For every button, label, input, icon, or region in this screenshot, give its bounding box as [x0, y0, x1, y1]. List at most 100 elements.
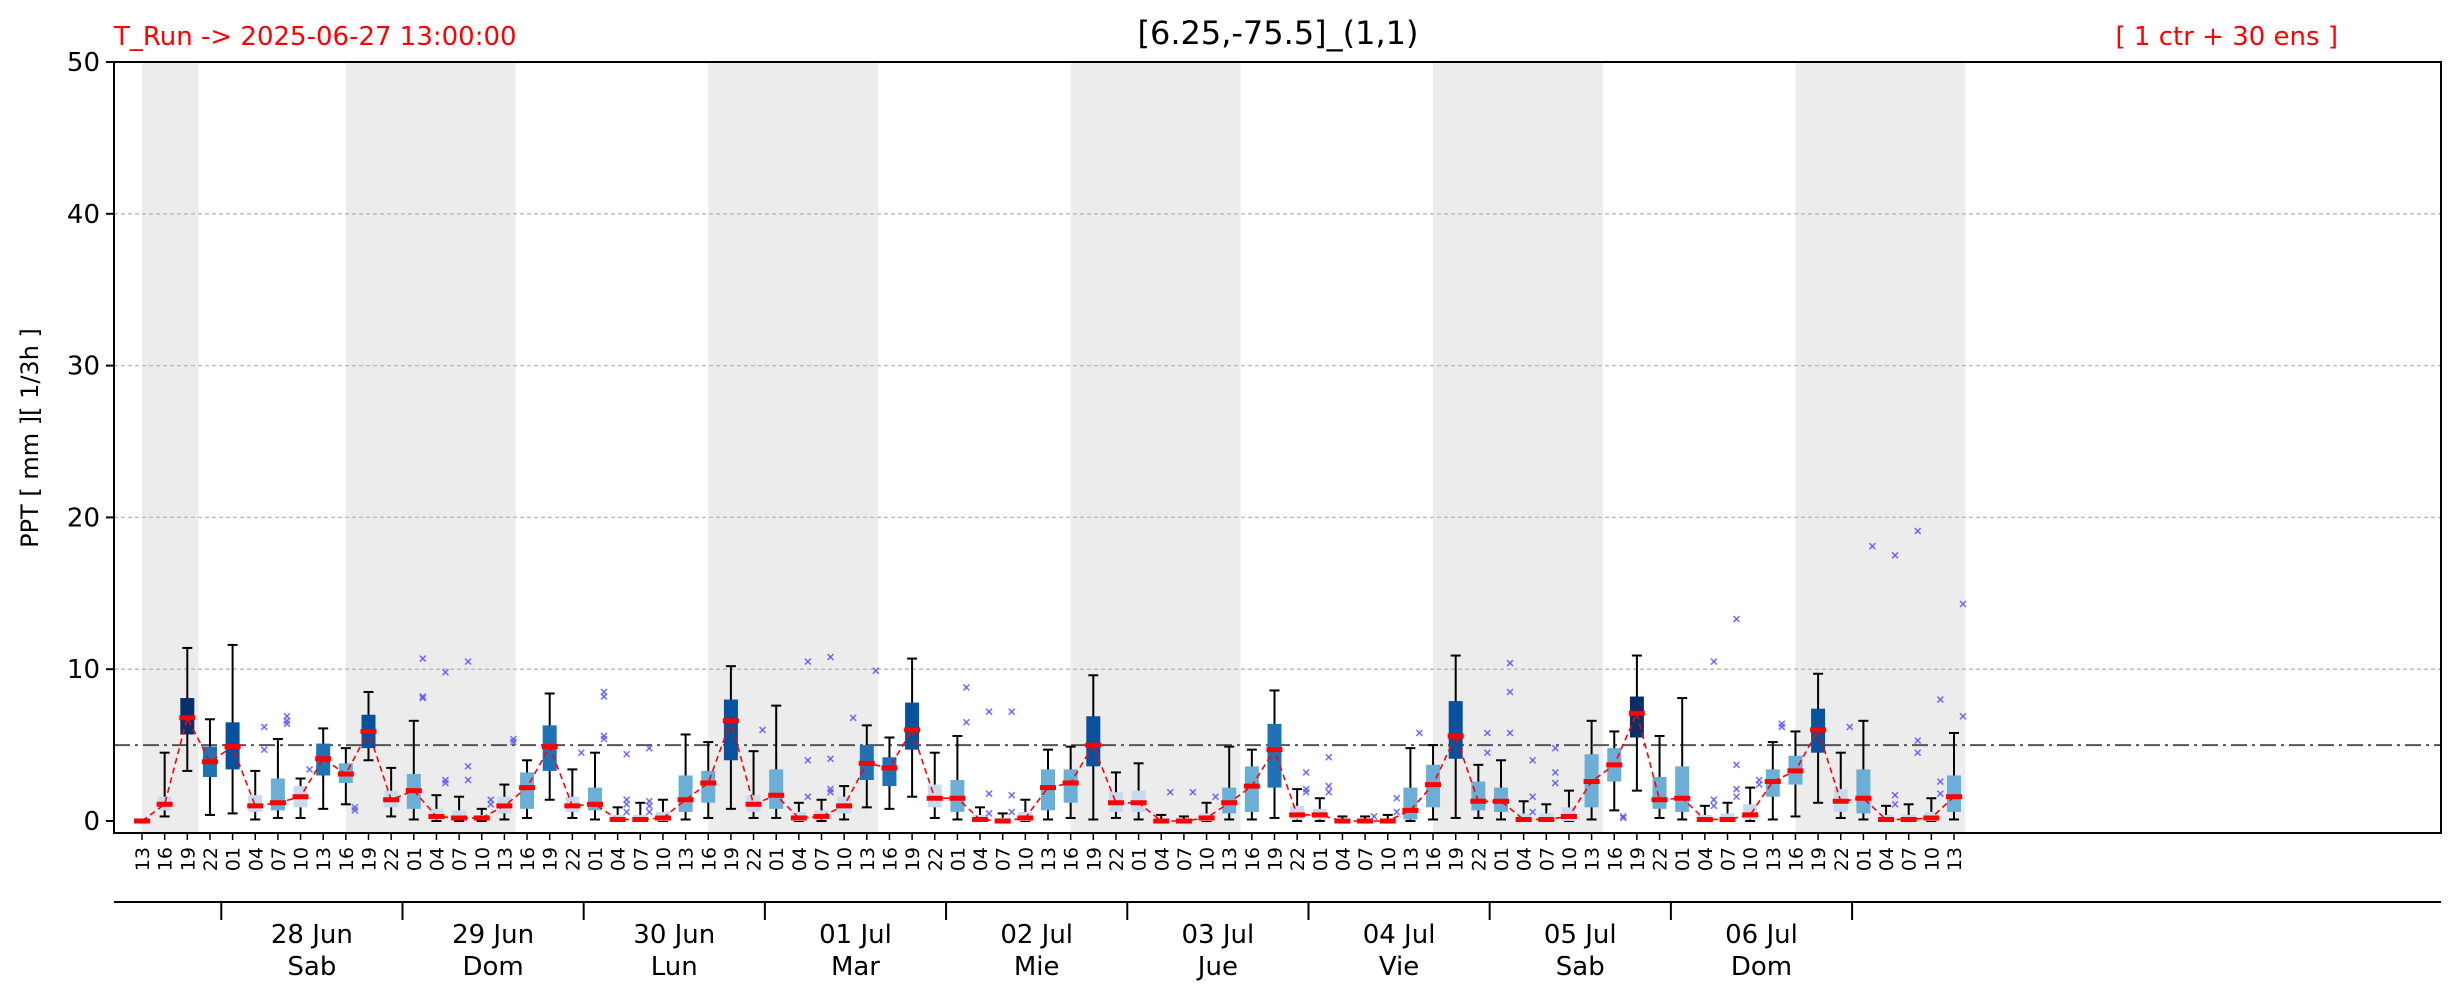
outlier-stroke	[1483, 749, 1491, 757]
outlier-point	[1483, 749, 1491, 757]
outlier-stroke	[1710, 796, 1718, 804]
outlier-stroke	[826, 755, 835, 763]
x-hour-label: 22	[1106, 847, 1128, 871]
outlier-stroke	[509, 738, 517, 746]
outlier-stroke	[1189, 788, 1197, 796]
box-body	[1244, 766, 1259, 812]
median-series-line	[141, 710, 1955, 822]
outlier-stroke	[1370, 812, 1378, 821]
box-body	[452, 810, 467, 820]
run-label: T_Run -> 2025-06-27 13:00:00	[113, 22, 517, 52]
box-24	[677, 733, 694, 821]
x-hour-label: 19	[1083, 847, 1105, 871]
outlier-stroke	[1415, 729, 1423, 737]
x-hour-label: 10	[834, 847, 856, 871]
outlier-point	[758, 726, 767, 734]
x-hour-label: 07	[1174, 847, 1196, 871]
outlier-point	[283, 720, 291, 728]
outlier-stroke	[487, 800, 495, 808]
y-tick-label: 10	[67, 655, 100, 685]
box-body	[678, 775, 693, 812]
outlier-stroke	[1302, 768, 1310, 776]
y-tick-label: 40	[67, 200, 100, 230]
box-body	[882, 757, 897, 787]
outlier-stroke	[1506, 659, 1514, 667]
outlier-point	[1166, 788, 1174, 796]
x-hour-label: 13	[1582, 847, 1604, 871]
outlier-point	[509, 738, 517, 746]
outlier-stroke	[441, 668, 450, 676]
outlier-stroke	[1325, 782, 1333, 790]
outlier-point	[1732, 793, 1741, 801]
day-weekday-label: Dom	[1731, 952, 1792, 982]
x-hour-label: 19	[359, 847, 381, 871]
outlier-point	[1846, 723, 1854, 731]
outlier-point	[464, 762, 472, 770]
x-hour-label: 13	[1038, 847, 1060, 871]
x-hour-label: 01	[585, 847, 607, 871]
outlier-stroke	[1302, 788, 1310, 796]
box-body	[1947, 775, 1961, 812]
outlier-stroke	[441, 779, 450, 787]
x-hour-label: 16	[1061, 847, 1083, 871]
outlier-point	[1529, 808, 1537, 816]
box-34	[904, 657, 921, 798]
outlier-point	[260, 746, 268, 754]
y-tick-label: 50	[67, 48, 100, 78]
night-band	[345, 62, 516, 833]
outlier-point	[1732, 785, 1741, 793]
plot-frame	[113, 61, 2442, 834]
x-hour-label: 22	[381, 847, 403, 871]
box-80	[1946, 731, 1962, 821]
outlier-stroke	[1710, 658, 1718, 666]
outlier-point	[1936, 777, 1944, 786]
x-hour-label: 22	[1650, 847, 1672, 871]
outlier-point	[872, 667, 880, 675]
outlier-stroke	[645, 808, 653, 816]
x-hour-label: 01	[1672, 847, 1694, 871]
outlier-point	[1891, 551, 1899, 559]
x-hour-label: 13	[1400, 847, 1422, 871]
x-hour-label: 13	[313, 847, 335, 871]
outlier-stroke	[1551, 744, 1559, 752]
outlier-stroke	[1914, 749, 1922, 757]
outlier-point	[1529, 756, 1537, 764]
outliers-layer	[260, 527, 1967, 822]
outlier-stroke	[1551, 779, 1559, 787]
x-hour-label: 01	[404, 847, 426, 871]
x-hour-label: 16	[1423, 847, 1445, 871]
day-weekday-label: Mar	[831, 952, 880, 982]
outlier-point	[1732, 615, 1741, 623]
outlier-stroke	[1008, 808, 1016, 816]
box-body	[1471, 781, 1486, 811]
outlier-stroke	[1914, 736, 1922, 745]
outlier-stroke	[1008, 791, 1016, 799]
outlier-stroke	[600, 735, 608, 743]
outlier-point	[1914, 749, 1922, 757]
x-hour-label: 22	[744, 847, 766, 871]
x-hour-label: 04	[245, 847, 267, 871]
outlier-point	[1551, 768, 1559, 776]
outlier-stroke	[600, 692, 608, 701]
outlier-stroke	[464, 776, 472, 784]
outlier-point	[826, 653, 835, 661]
outlier-stroke	[260, 746, 268, 754]
box-body	[701, 770, 716, 803]
x-hour-label: 22	[925, 847, 947, 871]
outlier-point	[1959, 712, 1967, 720]
outlier-stroke	[1483, 729, 1491, 737]
outlier-stroke	[962, 718, 970, 726]
x-hour-label: 16	[1604, 847, 1626, 871]
x-hour-label: 22	[1468, 847, 1490, 871]
x-hour-label: 22	[1287, 847, 1309, 871]
box-58	[1447, 654, 1464, 819]
outlier-point	[1483, 729, 1491, 737]
day-date-label: 28 Jun	[271, 920, 353, 950]
outlier-stroke	[1325, 753, 1333, 761]
x-hour-label: 13	[1944, 847, 1966, 871]
x-hour-label: 10	[1197, 847, 1219, 871]
outlier-point	[600, 735, 608, 743]
outlier-stroke	[1529, 756, 1537, 764]
outlier-point	[804, 756, 812, 764]
outlier-point	[1732, 761, 1741, 769]
